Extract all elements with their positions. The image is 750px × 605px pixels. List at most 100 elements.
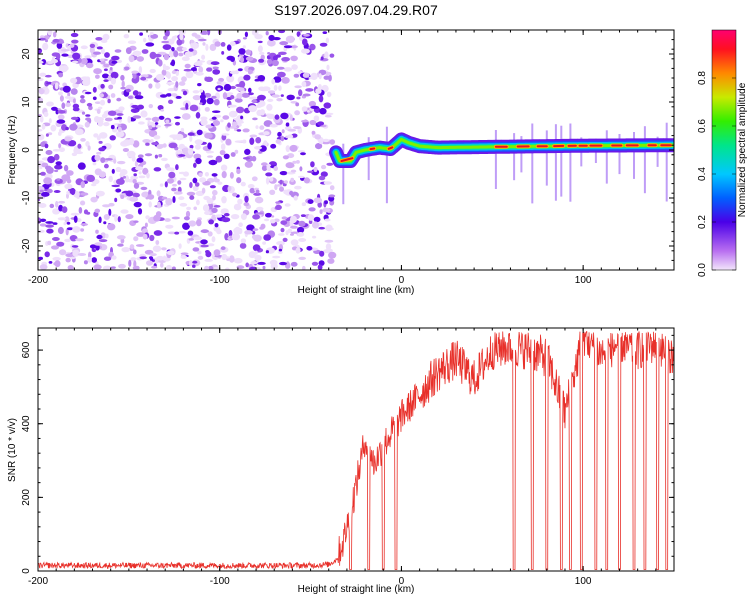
noise-blob bbox=[105, 158, 113, 161]
noise-blob bbox=[81, 223, 88, 226]
noise-blob bbox=[325, 240, 334, 243]
signal-smear bbox=[606, 130, 608, 183]
noise-blob bbox=[266, 31, 269, 35]
noise-blob bbox=[73, 107, 80, 111]
noise-blob bbox=[258, 87, 265, 91]
noise-blob bbox=[91, 257, 97, 263]
noise-blob bbox=[229, 111, 238, 118]
noise-blob bbox=[290, 178, 294, 182]
noise-blob bbox=[124, 34, 130, 38]
noise-blob bbox=[120, 75, 124, 81]
noise-blob bbox=[291, 170, 296, 173]
noise-blob bbox=[164, 218, 170, 222]
noise-blob bbox=[282, 129, 285, 133]
noise-blob bbox=[274, 184, 277, 190]
noise-blob bbox=[156, 256, 164, 261]
signal-smear bbox=[386, 127, 388, 204]
noise-blob bbox=[295, 102, 299, 106]
noise-blob bbox=[265, 213, 272, 218]
noise-blob bbox=[182, 47, 187, 51]
noise-blob bbox=[319, 95, 324, 102]
noise-blob bbox=[168, 100, 173, 104]
noise-blob bbox=[296, 97, 300, 100]
noise-blob bbox=[39, 190, 44, 193]
noise-blob bbox=[135, 166, 143, 170]
signal-smear bbox=[531, 124, 533, 204]
noise-blob bbox=[188, 220, 196, 226]
noise-blob bbox=[312, 131, 316, 135]
noise-blob bbox=[179, 172, 186, 174]
noise-blob bbox=[290, 216, 297, 223]
noise-blob bbox=[117, 117, 122, 120]
noise-blob bbox=[290, 233, 294, 235]
noise-blob bbox=[254, 146, 262, 150]
noise-blob bbox=[195, 144, 201, 150]
noise-blob bbox=[172, 184, 177, 187]
noise-blob bbox=[49, 118, 52, 123]
noise-blob bbox=[53, 222, 58, 225]
noise-blob bbox=[310, 161, 315, 167]
noise-blob bbox=[75, 128, 84, 135]
noise-blob bbox=[71, 33, 79, 37]
noise-blob bbox=[270, 219, 276, 223]
noise-blob bbox=[193, 178, 198, 184]
noise-blob bbox=[153, 54, 162, 58]
noise-blob bbox=[256, 207, 263, 211]
noise-blob bbox=[310, 73, 317, 80]
noise-blob bbox=[115, 49, 122, 52]
noise-blob bbox=[85, 122, 90, 128]
noise-blob bbox=[249, 138, 254, 145]
noise-blob bbox=[175, 81, 178, 88]
noise-blob bbox=[319, 73, 322, 79]
noise-blob bbox=[246, 49, 251, 55]
noise-blob bbox=[72, 226, 80, 233]
noise-blob bbox=[179, 34, 183, 41]
noise-blob bbox=[225, 139, 231, 145]
noise-blob bbox=[263, 234, 271, 241]
noise-blob bbox=[116, 113, 123, 116]
noise-blob bbox=[162, 197, 168, 200]
noise-blob bbox=[243, 75, 250, 81]
noise-blob bbox=[234, 258, 243, 264]
noise-blob bbox=[280, 113, 288, 120]
noise-blob bbox=[296, 247, 301, 253]
noise-blob bbox=[58, 91, 63, 95]
noise-blob bbox=[172, 70, 177, 74]
noise-blob bbox=[174, 116, 180, 119]
noise-blob bbox=[63, 86, 71, 93]
noise-blob bbox=[174, 191, 183, 195]
noise-blob bbox=[72, 61, 78, 64]
y-tick-label: 10 bbox=[21, 96, 32, 108]
noise-blob bbox=[254, 34, 262, 39]
noise-blob bbox=[200, 89, 204, 93]
noise-blob bbox=[96, 191, 105, 197]
noise-blob bbox=[193, 95, 201, 100]
noise-blob bbox=[143, 38, 146, 43]
noise-blob bbox=[170, 62, 174, 66]
spectrogram-ylabel: Frequency (Hz) bbox=[7, 116, 18, 185]
noise-blob bbox=[326, 249, 333, 253]
noise-blob bbox=[245, 263, 249, 268]
noise-blob bbox=[267, 99, 273, 102]
noise-blob bbox=[80, 99, 86, 104]
noise-blob bbox=[95, 209, 101, 213]
noise-blob bbox=[123, 148, 129, 152]
noise-blob bbox=[276, 139, 281, 144]
noise-blob bbox=[198, 173, 202, 178]
noise-blob bbox=[321, 56, 324, 60]
noise-blob bbox=[45, 144, 49, 149]
noise-blob bbox=[271, 215, 274, 217]
noise-blob bbox=[328, 194, 335, 197]
noise-blob bbox=[212, 117, 217, 120]
noise-blob bbox=[187, 192, 196, 196]
noise-blob bbox=[205, 77, 213, 82]
noise-blob bbox=[324, 219, 330, 222]
noise-blob bbox=[238, 68, 243, 71]
noise-blob bbox=[201, 229, 209, 233]
noise-blob bbox=[96, 152, 101, 155]
noise-blob bbox=[278, 233, 285, 236]
noise-blob bbox=[155, 240, 159, 245]
noise-blob bbox=[303, 73, 310, 78]
noise-blob bbox=[211, 61, 220, 65]
noise-blob bbox=[294, 85, 302, 88]
